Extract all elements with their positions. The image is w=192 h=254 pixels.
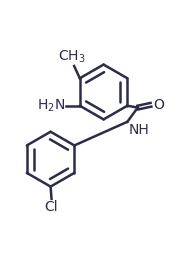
Text: O: O	[153, 98, 164, 112]
Text: Cl: Cl	[45, 200, 58, 214]
Text: CH$_3$: CH$_3$	[58, 49, 86, 65]
Text: H$_2$N: H$_2$N	[36, 98, 65, 114]
Text: NH: NH	[129, 123, 150, 137]
